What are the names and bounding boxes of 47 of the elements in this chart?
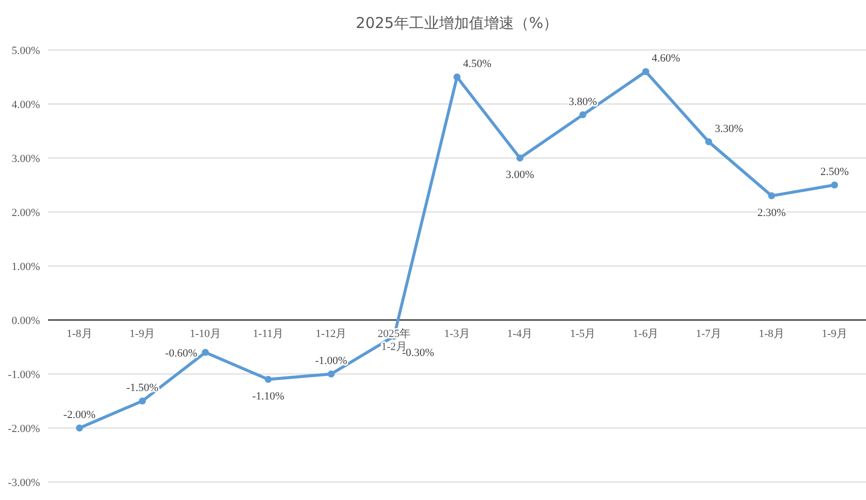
x-tick-label: 1-6月 bbox=[632, 328, 659, 340]
y-tick-label: 3.00% bbox=[12, 153, 40, 165]
data-label: 3.30% bbox=[714, 122, 744, 135]
data-label: 4.60% bbox=[652, 52, 680, 65]
data-label: -0.30% bbox=[402, 347, 434, 360]
point bbox=[642, 68, 650, 76]
data-label: 3.00% bbox=[506, 169, 534, 181]
point bbox=[768, 192, 776, 200]
data-label: 4.50% bbox=[463, 58, 492, 70]
point bbox=[138, 398, 146, 404]
x-tick-label: 1-12月 bbox=[316, 328, 347, 340]
point bbox=[264, 376, 272, 383]
y-tick-label: 4.00% bbox=[12, 99, 40, 111]
y-tick-label: -2.00% bbox=[8, 423, 40, 435]
y-tick-label: -1.00% bbox=[8, 369, 40, 381]
x-tick-label: 1-9月 bbox=[130, 328, 156, 340]
y-tick-label: 0.00% bbox=[12, 315, 40, 327]
y-tick-label: 2.00% bbox=[12, 207, 40, 219]
point bbox=[454, 74, 460, 80]
data-label: 2.50% bbox=[820, 166, 849, 178]
x-tick-label: 1-11月 bbox=[252, 328, 284, 340]
point bbox=[328, 370, 335, 378]
data-label: 2.30% bbox=[757, 206, 786, 219]
data-label: -1.10% bbox=[252, 390, 284, 402]
x-tick-label: 1-8月 bbox=[66, 328, 92, 340]
data-label: -1.00% bbox=[315, 355, 348, 367]
x-tick-label: 1-3月 bbox=[444, 328, 470, 340]
point bbox=[516, 154, 524, 162]
data-label: -2.00% bbox=[63, 409, 96, 421]
y-tick-label: 5.00% bbox=[12, 45, 40, 57]
chart-title: 2025年工业增加值增速（%） bbox=[356, 14, 558, 32]
point bbox=[831, 182, 838, 188]
point bbox=[705, 138, 712, 146]
y-tick-label: 1.00% bbox=[12, 261, 40, 273]
x-tick-label: 1-9月 bbox=[822, 328, 848, 340]
data-label: -0.60% bbox=[165, 347, 198, 360]
data-label: -1.50% bbox=[126, 382, 158, 394]
x-tick-label: 1-8月 bbox=[758, 328, 784, 340]
x-tick-label: 1-5月 bbox=[570, 328, 596, 340]
x-tick-label: 1-7月 bbox=[696, 328, 722, 340]
point bbox=[202, 348, 209, 356]
data-label: 3.80% bbox=[568, 96, 598, 108]
point bbox=[579, 111, 586, 118]
y-tick-label: -3.00% bbox=[8, 477, 40, 489]
point bbox=[76, 424, 83, 432]
x-tick-label: 1-4月 bbox=[507, 328, 533, 340]
x-tick-label: 1-10月 bbox=[190, 328, 221, 340]
